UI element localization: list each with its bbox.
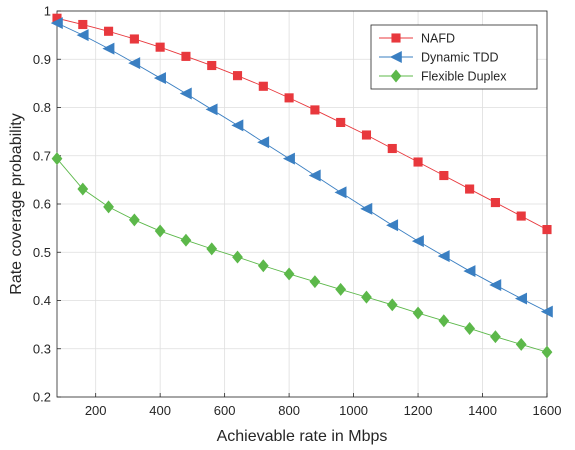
data-point-flexible-duplex	[541, 345, 553, 359]
data-series	[50, 13, 553, 359]
y-tick-label: 0.2	[33, 390, 51, 405]
data-point-flexible-duplex	[232, 250, 243, 264]
y-tick-label: 0.9	[33, 52, 51, 67]
data-point-dynamic-tdd	[308, 169, 321, 182]
y-axis-title: Rate coverage probability	[8, 113, 25, 294]
data-point-nafd	[516, 211, 526, 221]
data-point-nafd	[181, 51, 191, 61]
data-point-dynamic-tdd	[257, 136, 270, 149]
y-tick-label: 0.3	[33, 341, 51, 356]
data-point-nafd	[439, 170, 449, 181]
data-point-dynamic-tdd	[76, 29, 89, 42]
data-point-dynamic-tdd	[334, 186, 347, 199]
data-point-flexible-duplex	[412, 306, 424, 320]
x-tick-label: 400	[149, 403, 171, 418]
data-point-flexible-duplex	[283, 267, 295, 281]
x-tick-label: 1600	[533, 403, 562, 418]
data-point-flexible-duplex	[515, 337, 527, 351]
data-point-nafd	[361, 130, 372, 140]
legend: NAFD Dynamic TDD Flexible Duplex	[370, 24, 538, 90]
data-point-nafd	[465, 184, 475, 194]
x-tick-label: 200	[85, 403, 107, 418]
data-point-flexible-duplex	[103, 200, 114, 214]
data-point-dynamic-tdd	[437, 250, 450, 263]
data-point-dynamic-tdd	[489, 279, 502, 292]
legend-label-nafd: NAFD	[421, 32, 455, 46]
data-point-flexible-duplex	[386, 298, 398, 312]
series-dynamic-tdd	[50, 17, 553, 318]
legend-marker-nafd	[391, 33, 401, 43]
data-point-flexible-duplex	[206, 242, 218, 256]
data-point-flexible-duplex	[309, 275, 321, 289]
data-point-nafd	[284, 93, 294, 103]
y-tick-label: 0.4	[33, 293, 51, 308]
data-point-dynamic-tdd	[360, 202, 373, 215]
data-point-flexible-duplex	[128, 213, 140, 227]
y-tick-label: 0.5	[33, 245, 51, 260]
legend-item-flexible-duplex: Flexible Duplex	[379, 70, 507, 84]
legend-label-flexible-duplex: Flexible Duplex	[421, 70, 507, 84]
data-point-flexible-duplex	[51, 152, 63, 166]
data-point-nafd	[207, 60, 217, 71]
data-point-nafd	[258, 81, 268, 91]
data-point-flexible-duplex	[361, 290, 372, 304]
data-point-nafd	[310, 105, 320, 115]
data-point-dynamic-tdd	[411, 235, 424, 248]
data-point-nafd	[104, 26, 114, 36]
data-point-dynamic-tdd	[102, 42, 115, 55]
data-point-flexible-duplex	[257, 259, 269, 273]
data-point-dynamic-tdd	[153, 72, 166, 85]
data-point-dynamic-tdd	[540, 305, 553, 318]
data-point-dynamic-tdd	[515, 292, 528, 305]
data-point-nafd	[387, 143, 397, 154]
data-point-dynamic-tdd	[282, 152, 295, 165]
data-point-dynamic-tdd	[231, 119, 244, 132]
data-point-flexible-duplex	[180, 233, 192, 247]
legend-item-dynamic-tdd: Dynamic TDD	[379, 51, 499, 65]
series-nafd	[52, 13, 552, 235]
legend-item-nafd: NAFD	[379, 32, 455, 46]
y-tick-label: 0.7	[33, 148, 51, 163]
data-point-nafd	[336, 117, 346, 128]
legend-marker-dynamic-tdd	[389, 51, 402, 63]
data-point-nafd	[542, 225, 552, 235]
x-axis-title: Achievable rate in Mbps	[217, 428, 388, 445]
y-tick-label: 0.6	[33, 197, 51, 212]
data-point-nafd	[490, 198, 500, 208]
x-tick-label: 1200	[404, 403, 433, 418]
data-point-flexible-duplex	[490, 330, 501, 344]
x-tick-label: 800	[278, 403, 300, 418]
legend-marker-flexible-duplex	[390, 69, 402, 83]
data-point-flexible-duplex	[77, 182, 89, 196]
data-point-dynamic-tdd	[463, 265, 476, 278]
data-point-dynamic-tdd	[179, 87, 192, 100]
x-tick-label: 600	[214, 403, 236, 418]
data-point-flexible-duplex	[154, 224, 166, 238]
data-point-dynamic-tdd	[50, 17, 63, 30]
y-tick-label: 0.8	[33, 100, 51, 115]
data-point-nafd	[413, 157, 423, 167]
y-tick-label: 1	[44, 4, 51, 19]
data-point-dynamic-tdd	[205, 103, 218, 116]
data-point-nafd	[129, 34, 139, 44]
data-point-dynamic-tdd	[386, 219, 399, 232]
axis-ticks: 200 400 600 800 1000 1200 1400 1600 0.2 0.3 0.4 0.5…	[33, 4, 562, 419]
legend-label-dynamic-tdd: Dynamic TDD	[421, 51, 499, 65]
x-tick-label: 1400	[468, 403, 497, 418]
data-point-flexible-duplex	[335, 282, 347, 296]
data-point-nafd	[155, 42, 165, 52]
data-point-dynamic-tdd	[128, 57, 141, 70]
x-tick-label: 1000	[339, 403, 368, 418]
data-point-nafd	[232, 71, 243, 81]
data-point-flexible-duplex	[438, 314, 450, 328]
data-point-nafd	[78, 19, 88, 30]
data-point-flexible-duplex	[464, 322, 476, 335]
series-flexible-duplex	[51, 152, 553, 359]
